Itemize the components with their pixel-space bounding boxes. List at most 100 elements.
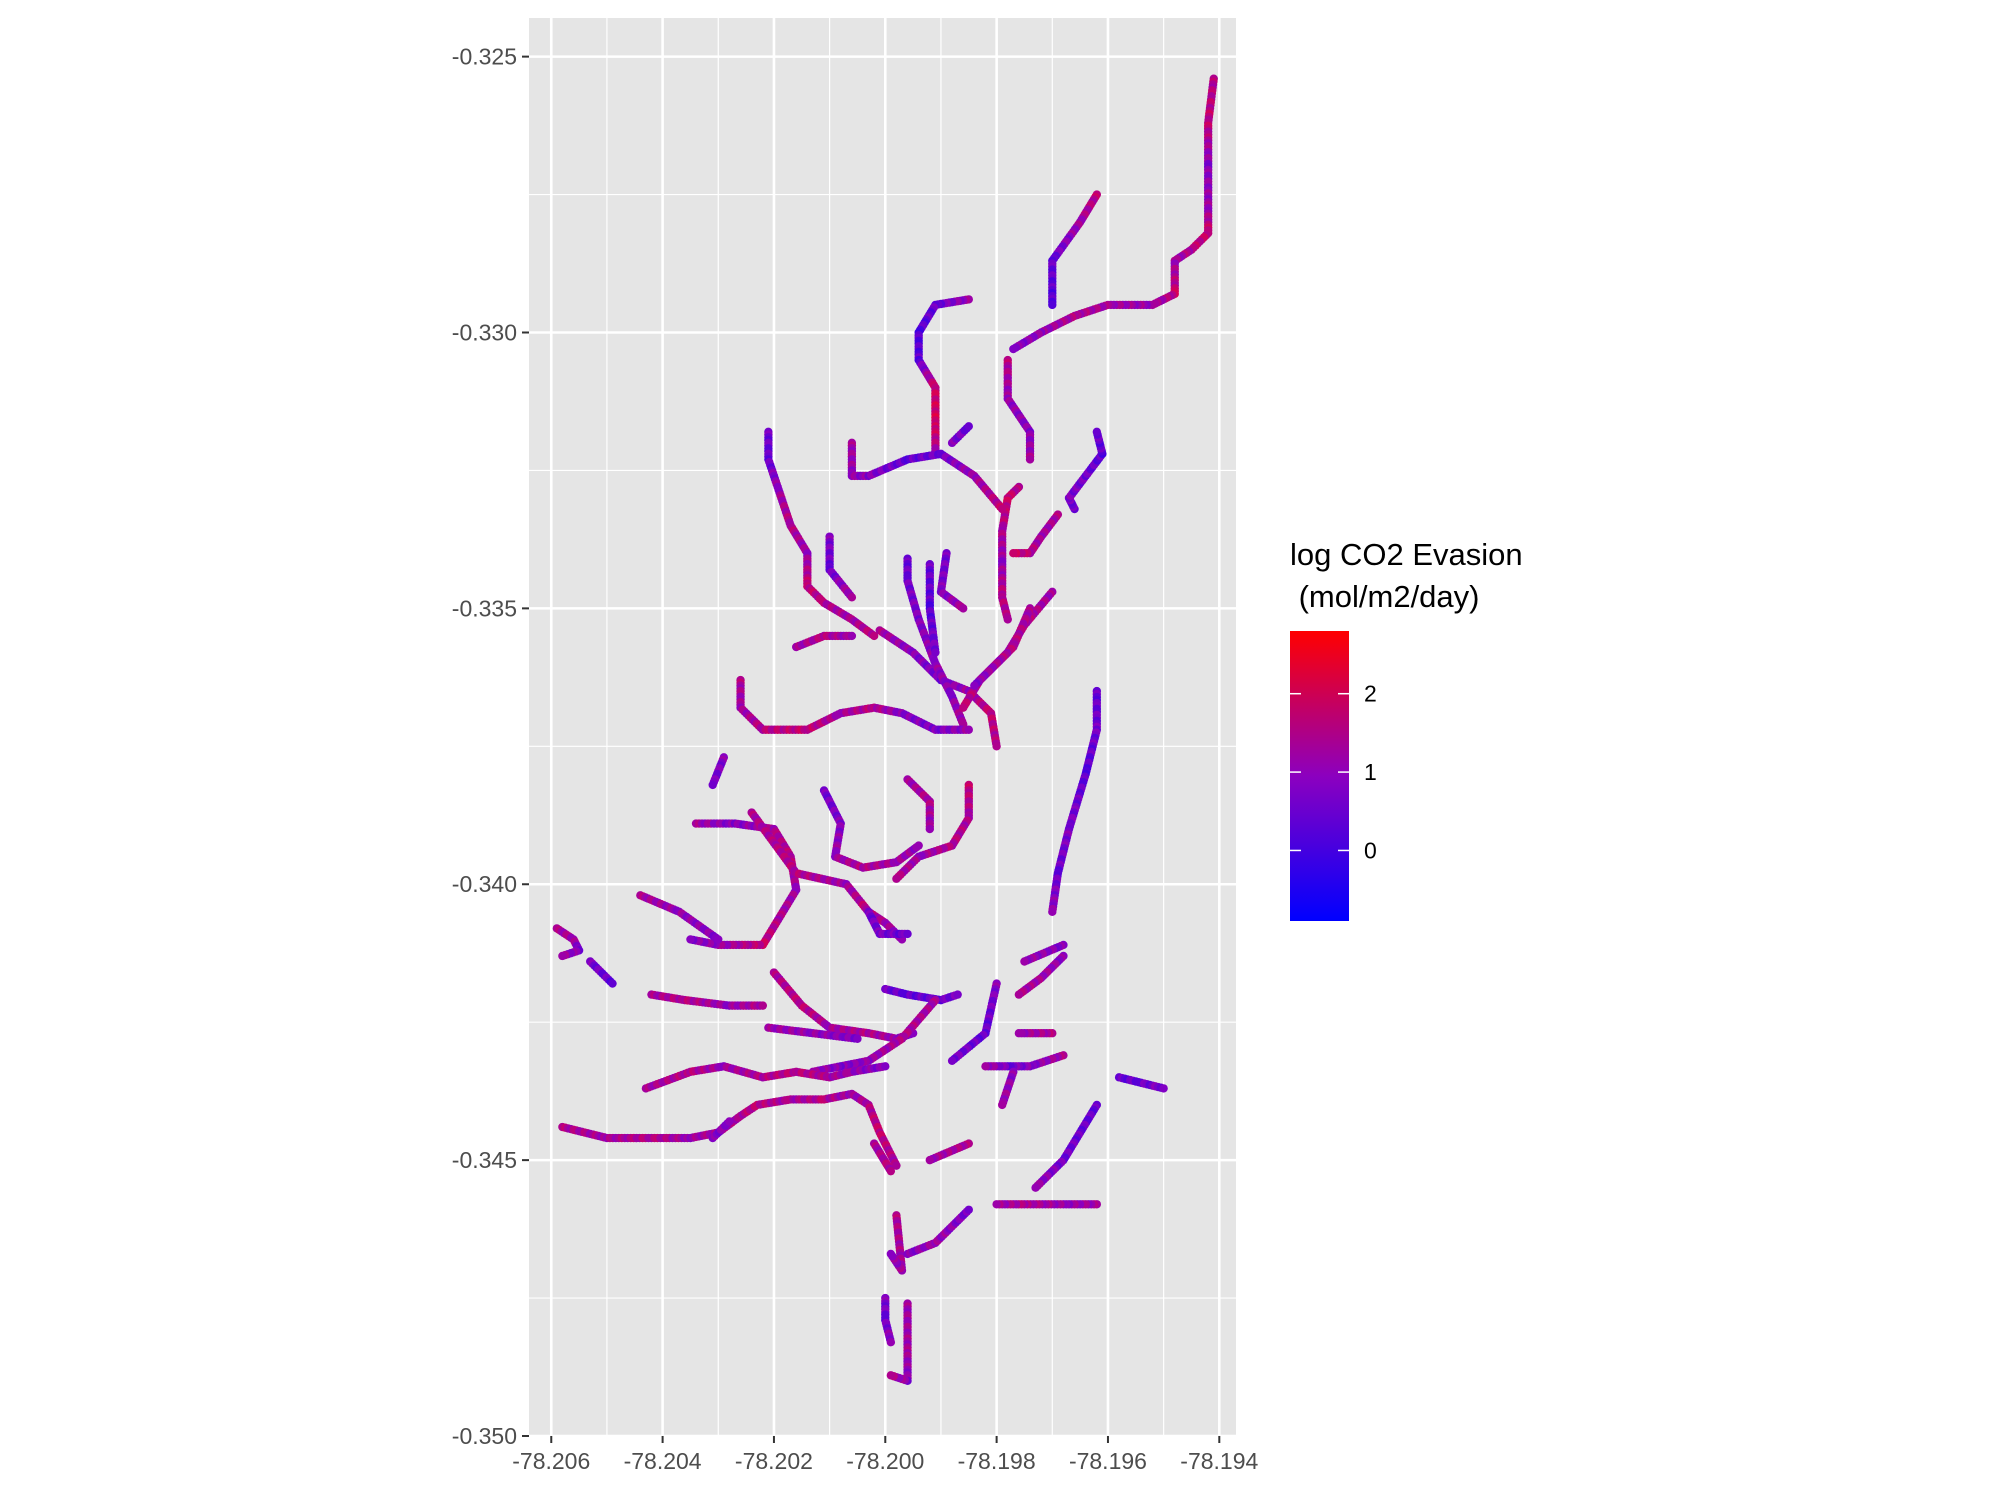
data-point (970, 681, 979, 690)
stream-segment (936, 548, 968, 613)
stream-segment (708, 1117, 734, 1143)
stream-segment (947, 422, 973, 448)
data-point (981, 1062, 990, 1071)
stream-segment (847, 438, 1007, 514)
legend-tick-label: 1 (1364, 759, 1377, 785)
data-point (1014, 990, 1024, 999)
x-tick-label: -78.198 (958, 1448, 1036, 1474)
stream-segment (925, 1139, 973, 1165)
data-point (847, 631, 857, 641)
stream-segment (647, 990, 768, 1010)
data-point (1048, 300, 1057, 310)
data-point (925, 1155, 935, 1165)
data-point (1025, 455, 1035, 464)
y-tick-label: -0.335 (452, 595, 517, 621)
stream-segment (792, 631, 857, 652)
x-tick-label: -78.206 (512, 1448, 590, 1474)
stream-segment (997, 482, 1024, 624)
stream-segment (736, 675, 973, 734)
data-point (869, 631, 879, 641)
data-point (892, 874, 901, 883)
stream-segment (769, 968, 918, 1043)
stream-segment (925, 560, 940, 657)
stream-segment (997, 1067, 1018, 1110)
data-point (964, 1205, 973, 1214)
data-point (608, 979, 617, 988)
stream-segment (636, 891, 723, 944)
data-point (725, 1117, 734, 1126)
stream-segment (947, 979, 1001, 1066)
data-point (992, 742, 1001, 751)
data-point (931, 648, 940, 657)
data-point (886, 1249, 896, 1259)
stream-segment (819, 786, 923, 872)
data-point (992, 1200, 1001, 1209)
stream-segment (764, 1023, 862, 1043)
data-point (959, 604, 968, 613)
data-point (997, 1100, 1007, 1110)
data-point (959, 703, 968, 712)
data-point (881, 1062, 890, 1071)
stream-segment (1048, 686, 1102, 917)
stream-segment (869, 1139, 896, 1176)
stream-segment (992, 1200, 1102, 1209)
data-point (892, 1161, 901, 1170)
x-tick-label: -78.200 (846, 1448, 924, 1474)
stream-segment (552, 924, 584, 961)
stream-segment (886, 1211, 907, 1275)
stream-segment (1031, 1100, 1102, 1192)
data-point (558, 951, 567, 961)
axes: -78.206 -78.204 -78.202 -78.200 -78.198 -78.1… (452, 44, 1259, 1474)
data-point (925, 824, 935, 834)
stream-segment (708, 753, 729, 790)
stream-segment (892, 780, 973, 883)
plot-panel-background (529, 18, 1236, 1436)
data-point (1014, 1029, 1024, 1038)
data-point (1009, 344, 1018, 354)
data-point (947, 1056, 957, 1066)
y-tick-label: -0.325 (452, 44, 517, 70)
data-point (714, 935, 723, 944)
x-tick-label: -78.204 (624, 1448, 702, 1474)
stream-segment (586, 957, 617, 988)
stream-segment (686, 819, 801, 950)
data-point (886, 1371, 896, 1380)
data-point (1020, 957, 1029, 966)
x-tick-label: -78.194 (1180, 1448, 1258, 1474)
data-point (914, 841, 923, 850)
data-point (853, 1034, 862, 1043)
data-point (758, 1001, 768, 1010)
data-point (1159, 1084, 1168, 1093)
y-tick-label: -0.340 (452, 871, 517, 897)
stream-segment (914, 295, 973, 459)
y-tick-label: -0.350 (452, 1423, 517, 1449)
stream-segment (1014, 1029, 1057, 1038)
legend-title-line-1: log CO2 Evasion (1290, 537, 1523, 572)
stream-segment (825, 532, 857, 602)
stream-segment (641, 1062, 890, 1093)
data-point (886, 1338, 896, 1347)
data-point (1003, 615, 1012, 624)
stream-segment (903, 554, 968, 729)
data-point (1048, 907, 1057, 917)
color-legend: log CO2 Evasion (mol/m2/day) 2 1 0 (1290, 537, 1523, 921)
data-point (964, 725, 973, 734)
data-point (903, 929, 912, 939)
stream-segment (903, 1205, 973, 1259)
stream-segment (970, 604, 1035, 690)
data-point (1092, 427, 1102, 437)
stream-segment (1009, 74, 1218, 354)
data-point (686, 935, 695, 944)
stream-segment (1014, 951, 1068, 999)
legend-colorbar (1290, 631, 1349, 921)
x-tick-label: -78.202 (735, 1448, 813, 1474)
stream-segment (1020, 940, 1068, 966)
stream-segment (864, 907, 912, 939)
y-tick-label: -0.345 (452, 1147, 517, 1173)
stream-segment (881, 1293, 896, 1347)
data-points (552, 74, 1218, 1386)
legend-ticks: 2 1 0 (1290, 681, 1377, 863)
stream-segment (1048, 190, 1102, 310)
stream-segment (903, 775, 935, 834)
data-point (997, 504, 1007, 514)
